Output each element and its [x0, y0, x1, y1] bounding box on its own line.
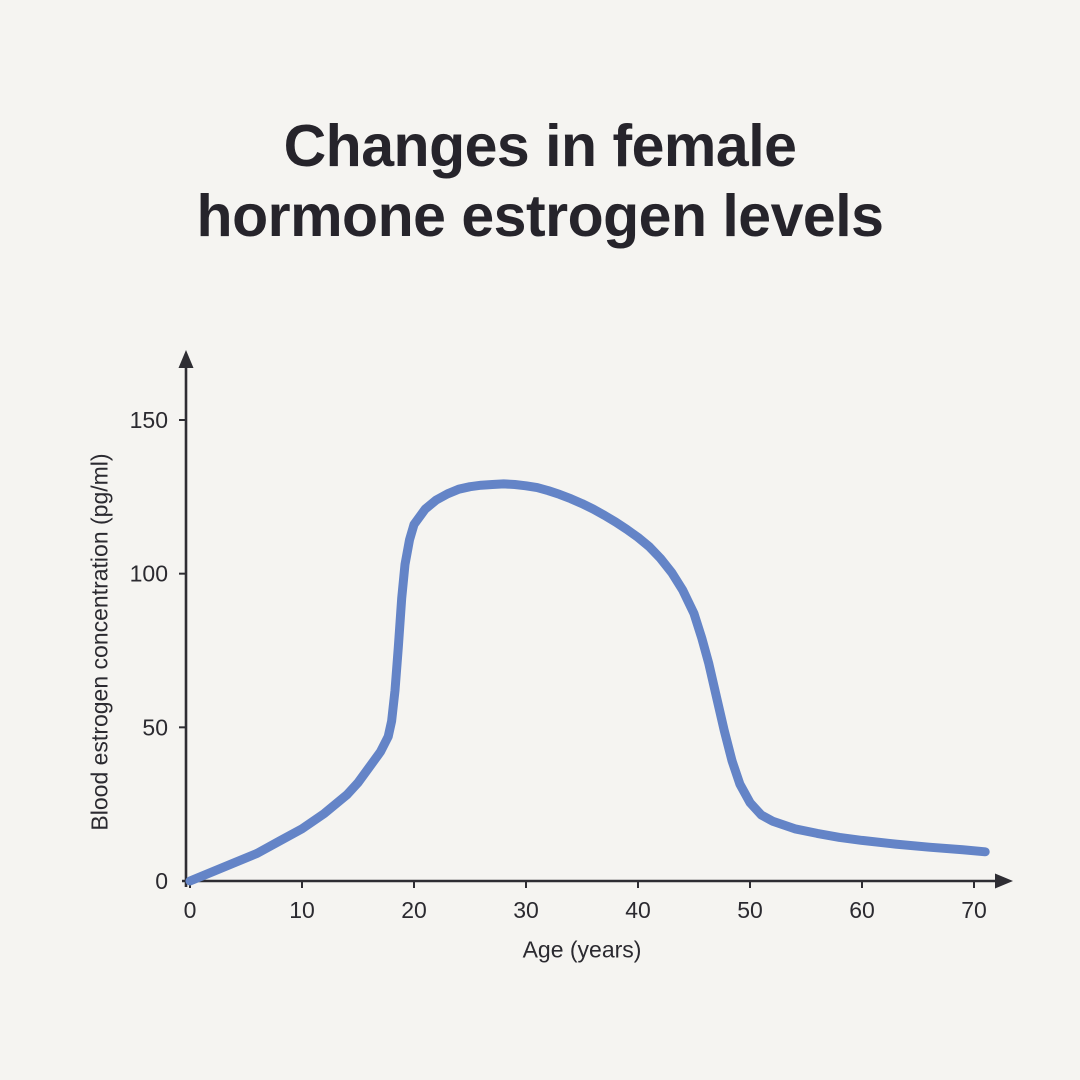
- y-axis-arrow-icon: [178, 350, 194, 368]
- x-tick-label: 10: [289, 897, 315, 923]
- x-tick-label: 40: [625, 897, 651, 923]
- y-tick-label: 50: [142, 714, 168, 740]
- chart-title-line-2: hormone estrogen levels: [196, 182, 884, 249]
- x-axis-label: Age (years): [522, 936, 642, 963]
- y-tick-label: 0: [155, 868, 168, 894]
- y-axis-label: Blood estrogen concentration (pg/ml): [86, 453, 113, 831]
- chart-title-line-1: Changes in female: [283, 113, 797, 179]
- x-tick-label: 70: [961, 897, 987, 923]
- y-tick-label: 150: [130, 407, 168, 433]
- x-axis-arrow-icon: [995, 873, 1013, 889]
- y-tick-label: 100: [130, 561, 168, 587]
- x-tick-label: 0: [184, 897, 197, 923]
- x-tick-label: 60: [849, 897, 875, 923]
- x-tick-label: 50: [737, 897, 763, 923]
- x-tick-label: 20: [401, 897, 427, 923]
- x-tick-label: 30: [513, 897, 539, 923]
- estrogen-curve: [185, 479, 990, 886]
- chart-title: Changes in female hormone estrogen level…: [0, 112, 1080, 251]
